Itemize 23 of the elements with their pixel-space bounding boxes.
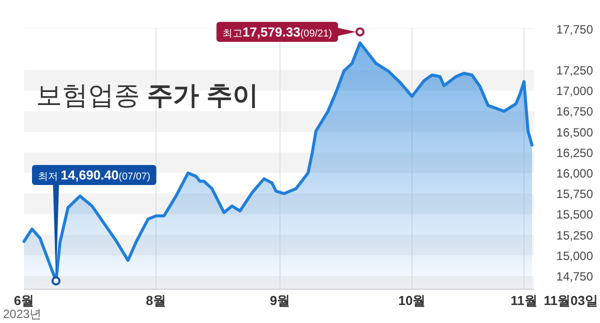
y-tick-label: 14,750 <box>556 270 594 284</box>
y-tick-label: 16,250 <box>556 146 594 160</box>
x-tick-label: 8월 <box>146 293 166 308</box>
y-tick-label: 17,250 <box>556 64 594 78</box>
x-tick-label: 11월 <box>510 293 538 308</box>
y-tick-label: 17,000 <box>556 84 594 98</box>
y-tick-label: 15,500 <box>556 208 594 222</box>
text: 보험업종 주가 추이 <box>36 80 258 110</box>
y-tick-label: 15,250 <box>556 228 594 242</box>
y-tick-label: 16,500 <box>556 125 594 140</box>
x-tick-label: 6월 <box>14 293 34 308</box>
text: 2023년 <box>3 307 42 321</box>
text: 11월03일 <box>544 293 598 308</box>
y-tick-label: 16,000 <box>556 166 594 181</box>
annotation: 최저 14,690.40(07/07) <box>38 168 150 183</box>
y-tick-label: 15,000 <box>556 248 594 263</box>
y-tick-label: 17,750 <box>556 22 594 36</box>
y-tick-label: 15,750 <box>556 187 594 202</box>
x-tick-label: 9월 <box>270 293 290 308</box>
annotation: 최고17,579.33(09/21) <box>222 24 332 40</box>
y-tick-label: 16,750 <box>556 104 594 119</box>
x-tick-label: 10월 <box>398 293 426 308</box>
callout: 최고17,579.33(09/21) <box>216 22 364 42</box>
